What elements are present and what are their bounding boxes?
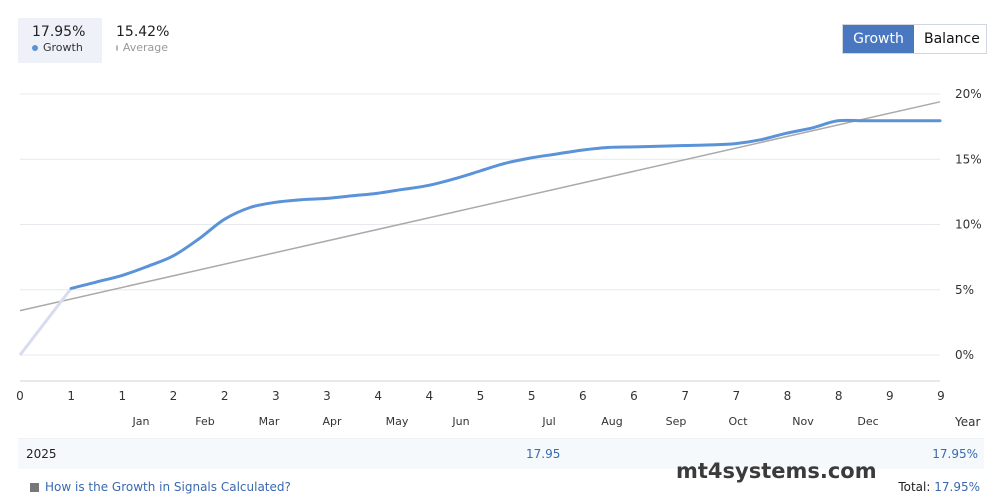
balance-button[interactable]: Balance (914, 25, 986, 53)
x-tick-label: 8 (835, 389, 843, 403)
y-axis-ticks: 20% 15% 10% 5% 0% (955, 87, 982, 362)
growth-summary[interactable]: 17.95% Growth (18, 18, 102, 63)
total: Total: 17.95% (898, 480, 980, 494)
growth-button[interactable]: Growth (843, 25, 914, 53)
month-label: Feb (195, 415, 214, 428)
year-end-value: 17.95% (932, 447, 978, 461)
year-summary-row: 2025 17.95 17.95% (18, 438, 984, 469)
x-tick-label: 6 (630, 389, 638, 403)
month-label: Jun (451, 415, 469, 428)
x-tick-label: 2 (221, 389, 229, 403)
x-tick-label: 4 (426, 389, 434, 403)
x-axis-label: Year (954, 415, 980, 429)
chart-lines (18, 101, 942, 356)
x-tick-label: 1 (119, 389, 127, 403)
x-tick-label: 4 (374, 389, 382, 403)
x-tick-label: 7 (733, 389, 741, 403)
y-tick-label: 20% (955, 87, 982, 101)
chart-mode-toggle: Growth Balance (842, 24, 987, 54)
month-label: May (386, 415, 409, 428)
total-value: 17.95% (934, 480, 980, 494)
growth-series-start-segment (18, 287, 73, 356)
month-label: Mar (259, 415, 280, 428)
x-tick-label: 6 (579, 389, 587, 403)
help-link[interactable]: How is the Growth in Signals Calculated? (30, 480, 291, 494)
growth-series-line (69, 118, 942, 290)
help-icon (30, 482, 39, 492)
x-tick-label: 1 (67, 389, 75, 403)
average-dot-icon (116, 45, 118, 51)
y-tick-label: 0% (955, 348, 974, 362)
x-tick-label: 9 (886, 389, 894, 403)
x-axis-ticks: 0 1 1 2 2 3 3 4 4 5 5 6 6 7 7 8 8 9 9 Year (16, 389, 980, 429)
month-label: Aug (601, 415, 622, 428)
chart-grid (20, 93, 940, 382)
growth-dot-icon (32, 45, 38, 51)
month-label: Sep (666, 415, 687, 428)
month-label: Jul (541, 415, 555, 428)
help-link-text[interactable]: How is the Growth in Signals Calculated? (45, 480, 291, 494)
growth-value: 17.95% (32, 24, 86, 40)
growth-label: Growth (43, 41, 83, 54)
average-value: 15.42% (116, 24, 170, 40)
average-label: Average (122, 41, 168, 54)
month-labels: Jan Feb Mar Apr May Jun Jul Aug Sep Oct Nov Dec (132, 415, 879, 428)
y-tick-label: 10% (955, 218, 982, 232)
total-label: Total: (898, 480, 931, 494)
x-tick-label: 9 (937, 389, 945, 403)
average-series-line (19, 101, 941, 312)
average-summary[interactable]: 15.42% Average (102, 18, 182, 56)
month-label: Apr (322, 415, 342, 428)
x-tick-label: 2 (170, 389, 178, 403)
x-tick-label: 7 (681, 389, 689, 403)
watermark: mt4systems.com (676, 459, 877, 483)
x-tick-label: 3 (272, 389, 280, 403)
y-tick-label: 5% (955, 283, 974, 297)
year-mid-value: 17.95 (526, 447, 561, 461)
x-tick-label: 5 (477, 389, 485, 403)
x-tick-label: 5 (528, 389, 536, 403)
summary-panel: 17.95% Growth 15.42% Average (18, 18, 182, 63)
x-tick-label: 8 (784, 389, 792, 403)
year-label: 2025 (26, 447, 57, 461)
x-tick-label: 3 (323, 389, 331, 403)
month-label: Dec (857, 415, 878, 428)
month-label: Oct (728, 415, 748, 428)
month-label: Nov (792, 415, 814, 428)
growth-chart: 20% 15% 10% 5% 0% 0 1 1 2 2 3 3 4 4 5 5 6 6 7 7 8 8 9 9 Year Ja… (16, 87, 982, 429)
y-tick-label: 15% (955, 152, 982, 166)
month-label: Jan (132, 415, 150, 428)
x-tick-label: 0 (16, 389, 24, 403)
